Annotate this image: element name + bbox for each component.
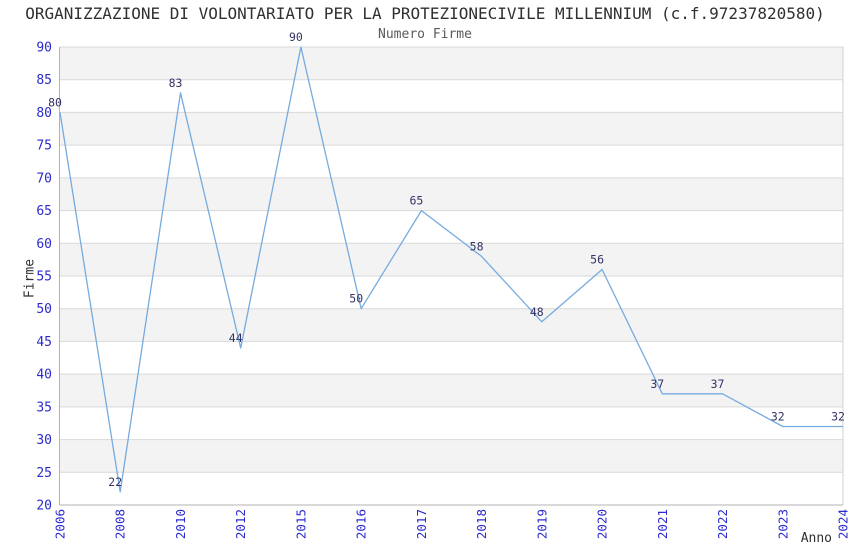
x-tick-label: 2023 (775, 509, 790, 539)
data-point-label: 37 (711, 377, 725, 391)
data-point-label: 44 (229, 331, 243, 345)
plot-stripe (59, 47, 843, 80)
y-axis-title: Firme (22, 258, 38, 299)
y-tick-label: 50 (36, 302, 52, 317)
chart-subtitle: Numero Firme (378, 27, 472, 42)
y-tick-label: 55 (36, 270, 52, 285)
x-tick-label: 2012 (233, 509, 248, 539)
x-tick-label: 2024 (836, 509, 850, 539)
y-tick-label: 35 (36, 400, 52, 415)
plot-stripe (59, 243, 843, 276)
y-tick-label: 75 (36, 139, 52, 154)
y-tick-label: 30 (36, 433, 52, 448)
y-tick-label: 80 (36, 106, 52, 121)
y-tick-label: 25 (36, 466, 52, 481)
plot-stripe (59, 439, 843, 473)
data-point-label: 90 (289, 30, 303, 44)
data-point-label: 22 (108, 475, 122, 489)
data-point-label: 56 (590, 253, 604, 267)
x-tick-label: 2008 (113, 509, 128, 539)
plot-stripe (59, 374, 843, 407)
data-point-label: 65 (409, 194, 423, 208)
data-point-label: 58 (470, 239, 484, 253)
x-tick-label: 2016 (354, 509, 369, 539)
y-tick-label: 70 (36, 171, 52, 186)
y-tick-label: 85 (36, 73, 52, 88)
data-point-label: 50 (349, 292, 363, 306)
data-point-label: 48 (530, 305, 544, 319)
x-tick-label: 2006 (53, 509, 68, 539)
y-tick-label: 65 (36, 204, 52, 219)
x-tick-label: 2020 (595, 509, 610, 539)
x-tick-label: 2019 (534, 509, 549, 539)
data-point-label: 80 (48, 95, 62, 109)
x-tick-label: 2022 (715, 509, 730, 539)
y-tick-label: 90 (36, 41, 52, 56)
chart-title: ORGANIZZAZIONE DI VOLONTARIATO PER LA PR… (25, 4, 825, 23)
y-tick-label: 40 (36, 368, 52, 383)
data-point-label: 37 (650, 377, 664, 391)
data-point-label: 32 (771, 410, 785, 424)
x-tick-label: 2018 (474, 509, 489, 539)
data-point-label: 83 (169, 76, 183, 90)
x-axis-title: Anno (800, 531, 832, 546)
plot-stripe (59, 177, 843, 211)
plot-stripe (59, 308, 843, 342)
x-tick-label: 2021 (655, 509, 670, 539)
y-tick-label: 45 (36, 335, 52, 350)
x-tick-label: 2015 (293, 509, 308, 539)
y-tick-label: 60 (36, 237, 52, 252)
data-point-label: 32 (831, 410, 845, 424)
y-tick-label: 20 (36, 499, 52, 514)
x-tick-label: 2010 (173, 509, 188, 539)
series-line (59, 46, 843, 493)
plot-stripe (59, 112, 843, 146)
x-tick-label: 2017 (414, 509, 429, 539)
